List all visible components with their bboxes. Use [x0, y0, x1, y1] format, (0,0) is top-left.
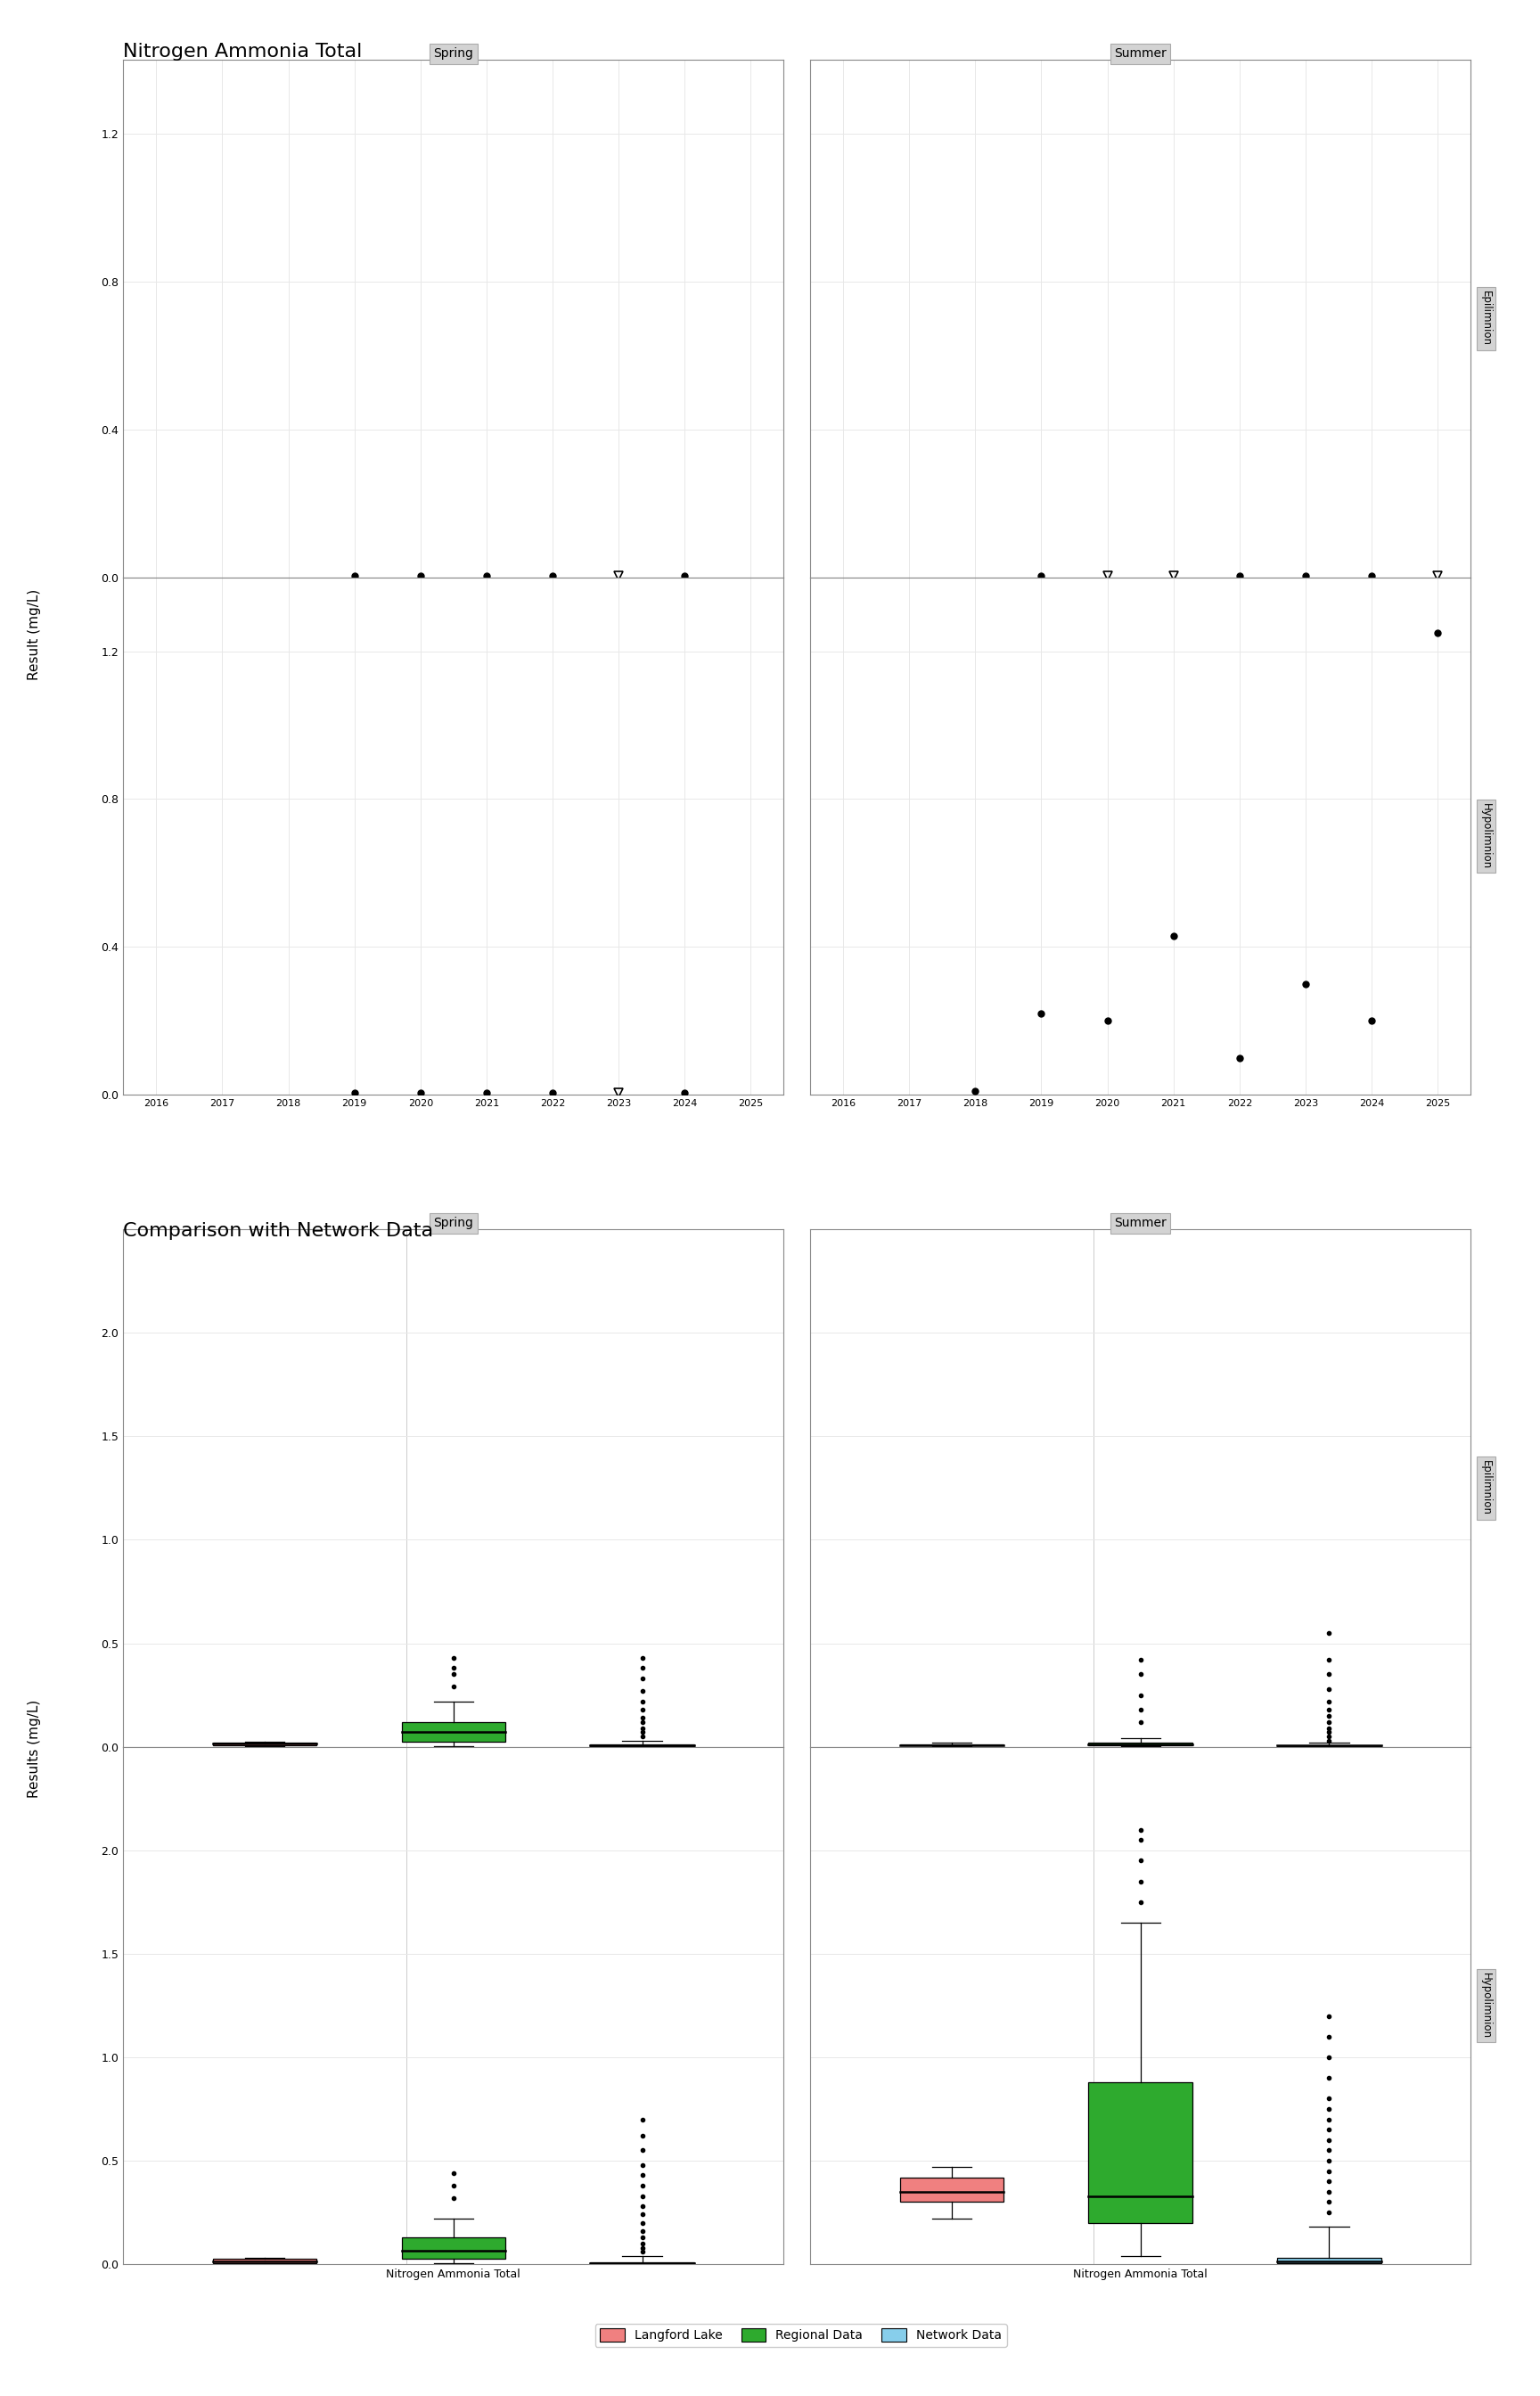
Bar: [1089, 1742, 1192, 1747]
Bar: [213, 2259, 317, 2262]
Title: Summer: Summer: [1115, 1217, 1167, 1229]
Text: Epilimnion: Epilimnion: [1480, 1462, 1492, 1517]
Bar: [1277, 2257, 1381, 2262]
Legend: Langford Lake, Regional Data, Network Data: Langford Lake, Regional Data, Network Da…: [594, 2324, 1007, 2346]
Bar: [402, 2238, 505, 2259]
Title: Summer: Summer: [1115, 48, 1167, 60]
Text: Results (mg/L): Results (mg/L): [28, 1699, 40, 1799]
Title: Spring: Spring: [433, 1217, 473, 1229]
Bar: [402, 1723, 505, 1742]
Bar: [899, 2178, 1004, 2202]
Bar: [1089, 2082, 1192, 2223]
Title: Spring: Spring: [433, 48, 473, 60]
Text: Hypolimnion: Hypolimnion: [1480, 803, 1492, 870]
Bar: [213, 1742, 317, 1744]
Text: Result (mg/L): Result (mg/L): [28, 589, 40, 680]
Text: Hypolimnion: Hypolimnion: [1480, 1972, 1492, 2039]
Text: Nitrogen Ammonia Total: Nitrogen Ammonia Total: [123, 43, 362, 60]
Text: Epilimnion: Epilimnion: [1480, 290, 1492, 347]
Text: Comparison with Network Data: Comparison with Network Data: [123, 1222, 433, 1239]
